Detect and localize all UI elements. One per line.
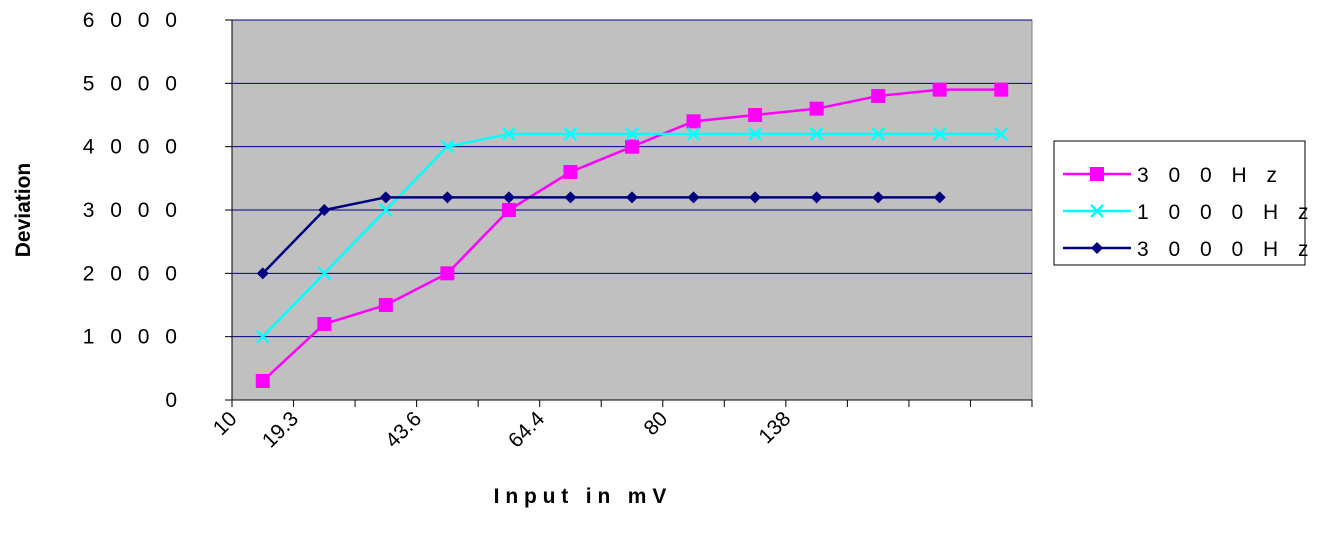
data-point: [379, 191, 392, 204]
legend-marker: [1090, 167, 1104, 181]
data-point: [749, 191, 762, 204]
data-point: [378, 203, 393, 217]
data-point: [256, 267, 269, 280]
x-tick-label: 10: [209, 407, 242, 440]
x-tick-label: 80: [640, 407, 673, 440]
x-tick-label: 64.4: [504, 407, 549, 452]
y-tick-label: 2 0 0 0: [83, 262, 182, 285]
data-point: [440, 139, 455, 154]
data-point: [255, 374, 270, 388]
data-point: [625, 127, 639, 141]
y-tick-label: 4 0 0 0: [83, 136, 182, 159]
data-point: [810, 191, 823, 204]
x-tick-label: 19.3: [258, 407, 303, 452]
series-3: [256, 191, 946, 280]
data-point: [563, 127, 578, 141]
data-point: [317, 266, 332, 281]
x-axis-ticks: 10 19.3 43.6 64.4 80 138: [209, 400, 1033, 452]
data-point: [502, 191, 515, 204]
data-point: [563, 165, 578, 179]
y-tick-label: 1 0 0 0: [83, 326, 182, 349]
data-point: [932, 82, 947, 97]
data-point: [501, 203, 516, 217]
gridlines: [232, 19, 1032, 338]
legend-entry: 1 0 0 0 H z: [1063, 201, 1316, 224]
data-point: [686, 127, 701, 141]
x-axis-title: I n p u t i n m V: [494, 485, 667, 508]
data-point: [932, 127, 947, 141]
x-tick-label: 138: [754, 407, 795, 448]
data-point: [440, 266, 455, 281]
legend-marker: [1091, 242, 1103, 254]
legend-label: 3 0 0 0 H z: [1137, 238, 1316, 261]
data-point: [318, 204, 331, 216]
legend-entry: 3 0 0 H z: [1063, 164, 1284, 187]
data-point: [686, 114, 701, 129]
data-point: [872, 191, 885, 204]
data-point: [625, 139, 639, 154]
data-point: [317, 317, 332, 331]
data-point: [994, 82, 1009, 97]
legend-label: 3 0 0 H z: [1137, 164, 1284, 187]
legend-label: 1 0 0 0 H z: [1137, 201, 1316, 224]
data-point: [871, 127, 886, 141]
y-tick-label: 3 0 0 0: [83, 199, 182, 222]
data-point: [255, 329, 270, 344]
data-point: [871, 89, 886, 103]
y-tick-label: 6 0 0 0: [83, 9, 182, 32]
series-1: [255, 82, 1009, 388]
series-layer: [255, 82, 1009, 388]
series-line: [261, 196, 940, 275]
data-point: [564, 191, 577, 204]
data-point: [502, 127, 516, 141]
y-tick-label: 5 0 0 0: [83, 72, 182, 95]
series-2: [255, 127, 1009, 344]
y-axis-title: Deviation: [12, 163, 35, 258]
y-axis-ticks: 0 1 0 0 0 2 0 0 0 3 0 0 0 4 0 0 0 5 0 0 0 6 0 …: [83, 9, 232, 412]
data-point: [441, 191, 454, 204]
y-tick-label: 0: [165, 389, 182, 412]
data-point: [687, 191, 700, 204]
data-point: [378, 298, 393, 312]
data-point: [809, 127, 824, 141]
legend-entry: 3 0 0 0 H z: [1063, 238, 1316, 261]
data-point: [748, 108, 763, 122]
legend: 3 0 0 H z 1 0 0 0 H z 3 0 0 0 H z: [1053, 140, 1316, 266]
data-point: [626, 191, 638, 204]
data-point: [748, 127, 762, 141]
data-point: [994, 127, 1009, 141]
x-tick-label: 43.6: [381, 407, 426, 452]
data-point: [809, 101, 824, 116]
legend-marker: [1090, 204, 1104, 218]
data-point: [933, 191, 946, 204]
